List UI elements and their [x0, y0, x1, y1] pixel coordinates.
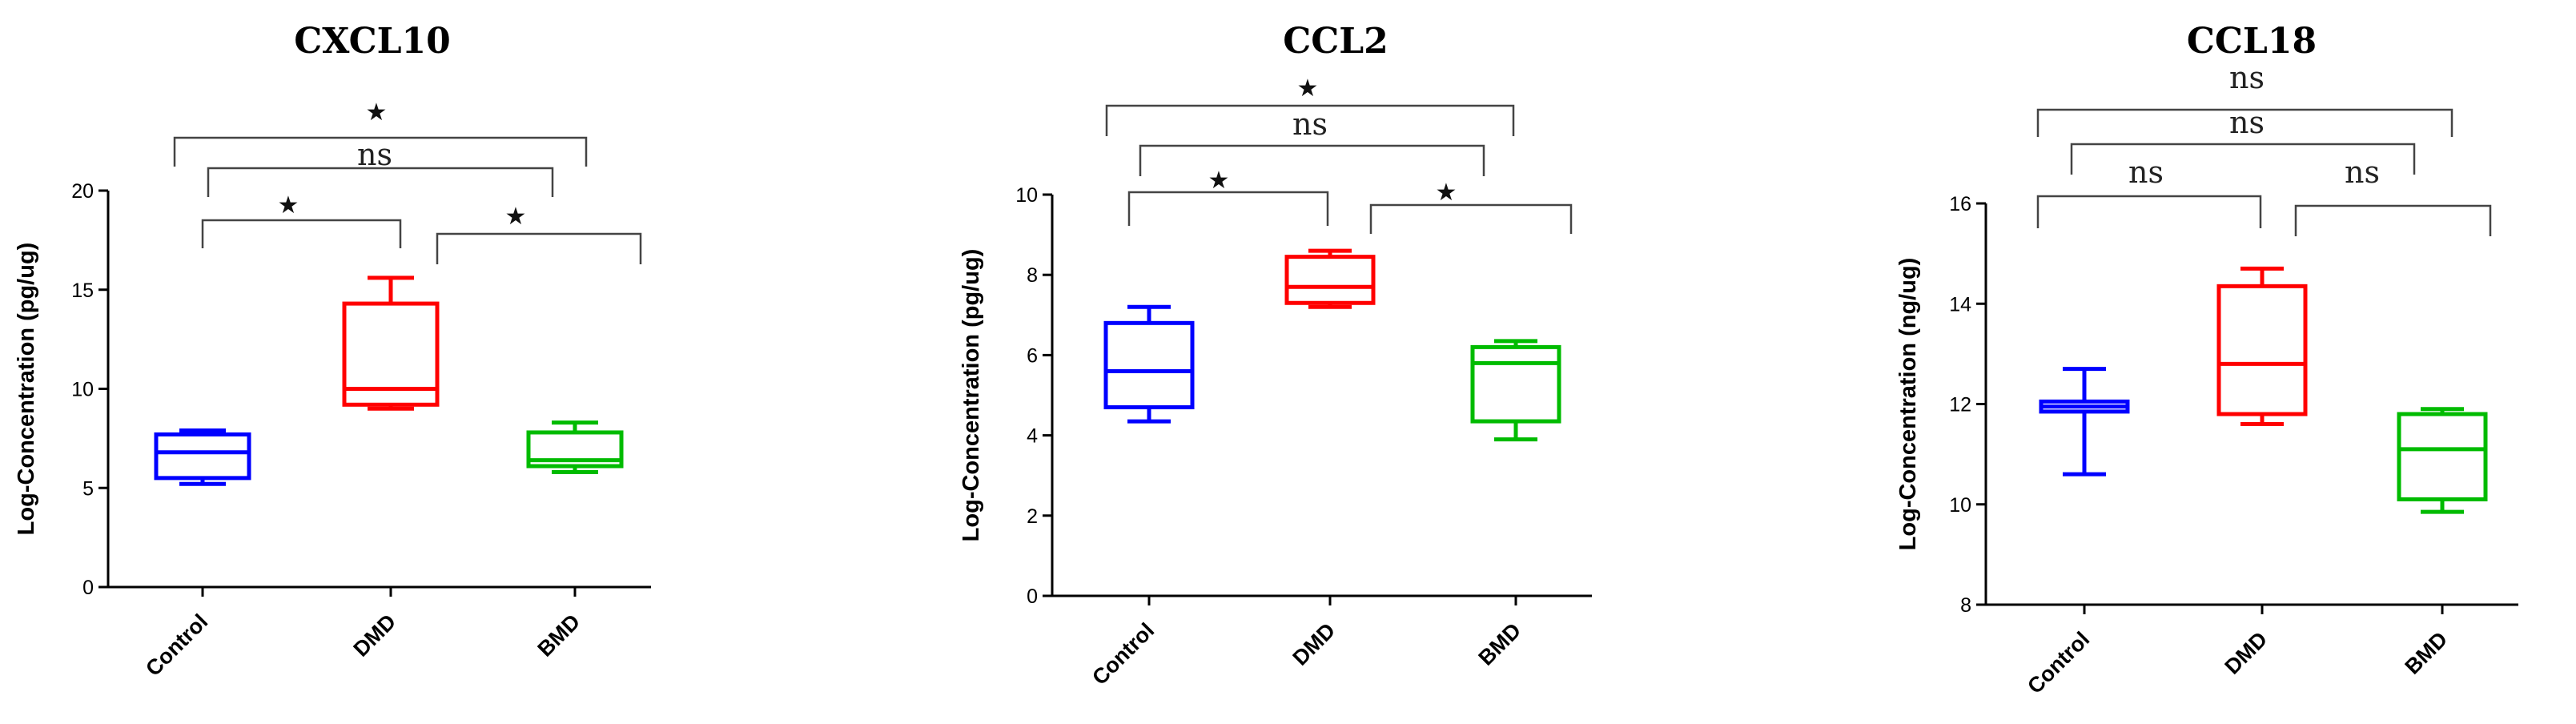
- chart-ccl18: CCL18 Log-Concentration (ng/ug) 8 10 12 14 16 C…: [1895, 21, 2518, 698]
- iqr-box: [1103, 320, 1195, 410]
- chart-ccl2: CCL2 Log-Concentration (pg/ug) 0 2 4 6 8 10 Cont…: [958, 21, 1592, 690]
- bracket-line: [1127, 191, 1329, 226]
- y-axis-label: Log-Concentration (pg/ug): [14, 243, 39, 536]
- significance-ns: ns: [2229, 105, 2265, 140]
- significance-star: ★: [1297, 74, 1319, 103]
- chart-title: CCL18: [2187, 21, 2317, 62]
- iqr-box: [154, 432, 251, 481]
- bracket-line: [1139, 144, 1485, 176]
- significance-ns: ns: [2229, 60, 2265, 95]
- significance-ns: ns: [2128, 155, 2164, 190]
- iqr-box: [1284, 255, 1376, 305]
- significance-star: ★: [505, 203, 527, 231]
- chart-title: CCL2: [1283, 21, 1388, 62]
- iqr-box: [2397, 412, 2488, 501]
- y-tick-label: 6: [1027, 344, 1038, 367]
- x-tick-label-control: Control: [1087, 618, 1159, 690]
- significance-ns: ns: [2345, 155, 2380, 190]
- significance-bracket: ns: [2294, 155, 2492, 236]
- bracket-line: [1105, 104, 1515, 136]
- box-control: [154, 428, 251, 486]
- significance-bracket: ★: [436, 203, 642, 264]
- bracket-line: [173, 136, 588, 167]
- box-bmd: [526, 420, 624, 474]
- significance-ns: ns: [1292, 107, 1328, 142]
- x-tick-label-dmd: DMD: [349, 609, 401, 662]
- bracket-line: [201, 219, 402, 248]
- y-tick-label: 10: [71, 379, 94, 401]
- y-tick-label: 8: [1960, 594, 1971, 617]
- x-tick-label-control: Control: [2023, 627, 2094, 698]
- y-tick-label: 4: [1027, 425, 1038, 448]
- bracket-line: [2294, 204, 2492, 236]
- box-dmd: [2216, 266, 2308, 427]
- x-tick-label-control: Control: [141, 609, 212, 681]
- x-tick-label-dmd: DMD: [1288, 618, 1340, 670]
- significance-bracket: ns: [2036, 155, 2262, 228]
- y-tick-label: 0: [1027, 585, 1038, 608]
- significance-star: ★: [1436, 179, 1457, 207]
- significance-star: ★: [366, 99, 388, 127]
- significance-bracket: ★: [1127, 167, 1329, 226]
- y-tick-label: 12: [1949, 394, 1971, 416]
- y-tick-label: 10: [1015, 184, 1038, 207]
- iqr-box: [526, 430, 624, 469]
- bracket-line: [1369, 203, 1573, 234]
- significance-bracket: ns: [1139, 107, 1485, 176]
- iqr-box: [1470, 344, 1561, 424]
- bracket-line: [436, 232, 642, 264]
- x-tick-label-bmd: BMD: [533, 609, 585, 662]
- significance-bracket: ns: [2036, 60, 2453, 137]
- box-control: [1103, 304, 1195, 424]
- bracket-line: [2036, 195, 2262, 228]
- box-dmd: [342, 276, 440, 411]
- iqr-box: [2216, 284, 2308, 416]
- significance-bracket: ns: [2070, 105, 2416, 175]
- box-control: [2039, 367, 2130, 477]
- y-tick-label: 15: [71, 280, 94, 302]
- y-tick-label: 2: [1027, 505, 1038, 528]
- significance-star: ★: [1208, 167, 1230, 195]
- bracket-line: [207, 167, 554, 197]
- box-bmd: [2397, 407, 2488, 514]
- significance-star: ★: [278, 191, 299, 219]
- y-axis-label: Log-Concentration (pg/ug): [958, 249, 984, 542]
- y-tick-label: 14: [1949, 293, 1971, 316]
- significance-bracket: ★: [1369, 179, 1573, 234]
- y-tick-label: 20: [71, 180, 94, 203]
- bracket-line: [2036, 108, 2453, 137]
- x-tick-label-bmd: BMD: [2401, 627, 2453, 679]
- box-bmd: [1470, 339, 1561, 442]
- x-tick-label-dmd: DMD: [2220, 627, 2273, 679]
- chart-cxcl10: CXCL10 Log-Concentration (pg/ug) 0 5 10 15 20 C…: [14, 21, 651, 681]
- significance-bracket: ★: [1105, 74, 1515, 136]
- y-tick-label: 8: [1027, 264, 1038, 287]
- y-tick-label: 10: [1949, 494, 1971, 517]
- significance-bracket: ns: [207, 137, 554, 197]
- significance-bracket: ★: [201, 191, 402, 248]
- y-tick-label: 16: [1949, 193, 1971, 215]
- bracket-line: [2070, 143, 2416, 175]
- y-axis-label: Log-Concentration (ng/ug): [1895, 258, 1921, 551]
- significance-ns: ns: [357, 137, 392, 172]
- chart-title: CXCL10: [294, 21, 451, 62]
- box-dmd: [1284, 248, 1376, 309]
- iqr-box: [342, 301, 440, 407]
- significance-bracket: ★: [173, 99, 588, 167]
- x-tick-label-bmd: BMD: [1474, 618, 1526, 670]
- y-tick-label: 5: [82, 477, 94, 500]
- y-tick-label: 0: [82, 577, 94, 599]
